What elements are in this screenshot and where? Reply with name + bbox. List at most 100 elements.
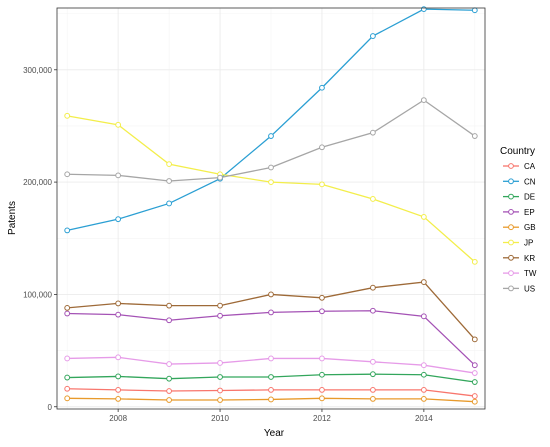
x-tick-label: 2012	[313, 414, 331, 423]
data-point	[217, 174, 223, 181]
x-tick-label: 2010	[211, 414, 229, 423]
data-point	[370, 371, 376, 378]
legend-key-point	[508, 178, 514, 185]
data-point	[420, 214, 427, 220]
data-point	[115, 121, 122, 128]
data-point	[370, 284, 376, 291]
legend-item-us: US	[503, 284, 535, 293]
data-point	[217, 302, 223, 309]
data-point	[268, 374, 274, 380]
data-point	[471, 7, 478, 14]
y-tick-label: 300,000	[23, 66, 52, 75]
data-point	[115, 354, 122, 361]
data-point	[64, 385, 71, 392]
data-point	[420, 395, 427, 402]
legend-label: EP	[524, 208, 535, 217]
data-point	[217, 374, 223, 380]
data-point	[166, 178, 172, 184]
data-point	[471, 133, 478, 139]
data-point	[319, 371, 325, 378]
data-point	[420, 313, 427, 320]
y-tick-label: 100,000	[23, 290, 52, 299]
data-point	[166, 200, 172, 207]
data-point	[115, 216, 122, 223]
series-kr	[64, 279, 478, 343]
data-point	[268, 387, 274, 393]
series-tw	[64, 354, 478, 376]
data-point	[166, 375, 172, 382]
data-point	[64, 305, 71, 311]
legend-label: US	[524, 284, 535, 293]
data-point	[420, 371, 427, 378]
legend-label: CA	[524, 162, 536, 171]
series-gb	[64, 395, 478, 405]
legend-item-jp: JP	[503, 239, 533, 248]
data-point	[268, 291, 274, 298]
data-point	[420, 362, 427, 369]
data-point	[166, 361, 172, 367]
data-point	[268, 179, 274, 186]
data-point	[166, 161, 172, 168]
data-point	[268, 355, 274, 362]
data-point	[471, 393, 478, 399]
grid	[57, 8, 485, 409]
data-point	[319, 355, 325, 362]
data-point	[115, 172, 122, 179]
data-point	[370, 307, 376, 314]
series-ep	[64, 307, 478, 369]
legend-label: CN	[524, 177, 536, 186]
data-point	[471, 258, 478, 265]
y-axis-title: Patents	[7, 201, 18, 235]
series-de	[64, 371, 478, 385]
data-point	[319, 387, 325, 393]
data-point	[370, 358, 376, 365]
data-point	[420, 387, 427, 393]
legend-title: Country	[500, 146, 535, 157]
data-point	[471, 398, 478, 405]
data-point	[268, 309, 274, 316]
data-point	[268, 133, 274, 139]
data-point	[217, 397, 223, 403]
data-point	[268, 396, 274, 403]
data-point	[64, 227, 71, 234]
data-point	[370, 196, 376, 202]
data-point	[420, 6, 427, 13]
panel-border	[56, 7, 486, 410]
legend: Country CA CN DE EP GB JP KR TW US	[500, 146, 537, 293]
y-tick-label: 200,000	[23, 178, 52, 187]
legend-key-point	[508, 285, 514, 292]
data-point	[319, 308, 325, 315]
legend-key-point	[508, 224, 514, 231]
data-point	[471, 370, 478, 376]
data-point	[115, 373, 122, 380]
legend-item-tw: TW	[503, 269, 537, 278]
data-point	[115, 387, 122, 393]
series-jp	[64, 112, 478, 265]
data-point	[319, 294, 325, 301]
data-point	[319, 144, 325, 151]
legend-key-point	[508, 209, 514, 215]
x-axis: 2008 2010 2012 2014	[109, 409, 433, 423]
y-tick-label: 0	[48, 403, 53, 412]
data-point	[64, 374, 71, 381]
data-point	[319, 395, 325, 402]
data-point	[166, 388, 172, 394]
legend-label: KR	[524, 254, 535, 263]
legend-key-point	[508, 254, 514, 261]
legend-label: GB	[524, 223, 536, 232]
plot-panel	[56, 7, 486, 410]
data-point	[115, 300, 122, 307]
data-point	[471, 336, 478, 343]
series-us	[64, 97, 478, 184]
series-ca	[64, 385, 478, 399]
series-lines	[64, 6, 478, 405]
legend-item-kr: KR	[503, 254, 535, 263]
data-point	[115, 395, 122, 402]
legend-key-point	[508, 163, 514, 169]
data-point	[115, 311, 122, 318]
legend-item-de: DE	[503, 193, 535, 202]
legend-key-point	[508, 193, 514, 200]
legend-key-point	[508, 239, 514, 246]
data-point	[64, 355, 71, 362]
